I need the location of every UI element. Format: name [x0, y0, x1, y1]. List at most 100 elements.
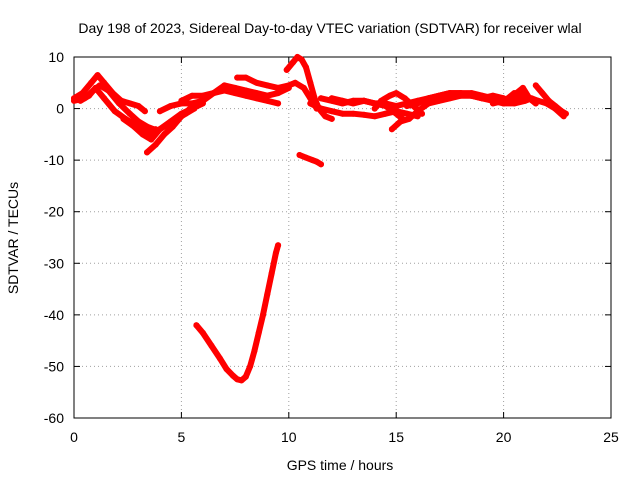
- data-point: [290, 59, 297, 66]
- data-point: [131, 123, 138, 130]
- series-trace: [283, 54, 335, 122]
- series-trace: [234, 74, 320, 112]
- data-point: [161, 131, 168, 138]
- data-point: [217, 355, 224, 362]
- data-point: [210, 90, 217, 97]
- data-point: [251, 348, 258, 354]
- data-point: [126, 100, 133, 107]
- data-point: [339, 110, 346, 117]
- data-point: [101, 95, 108, 102]
- data-point: [318, 105, 324, 112]
- plot-frame: [73, 56, 612, 419]
- data-point: [532, 82, 539, 89]
- data-point: [255, 329, 262, 336]
- data-point: [397, 118, 404, 125]
- data-point: [393, 90, 400, 97]
- data-point: [545, 97, 552, 104]
- data-point: [292, 79, 299, 86]
- data-point: [479, 92, 486, 99]
- data-point: [500, 100, 507, 107]
- data-point: [178, 97, 185, 104]
- y-tick-label: -60: [44, 410, 64, 426]
- data-point: [403, 110, 410, 117]
- data-point: [221, 87, 228, 94]
- data-point: [221, 82, 228, 89]
- x-tick-label: 0: [70, 429, 78, 445]
- data-point: [519, 84, 526, 91]
- series-arc-9: [234, 74, 320, 112]
- x-axis-label: GPS time / hours: [287, 457, 394, 473]
- series-arc-11: [296, 152, 324, 168]
- data-point: [386, 92, 393, 99]
- data-point: [77, 97, 84, 104]
- data-point: [232, 84, 239, 91]
- data-point: [189, 100, 196, 107]
- data-point: [446, 90, 453, 97]
- data-point: [242, 74, 249, 81]
- data-series: [71, 54, 569, 384]
- data-point: [139, 131, 146, 138]
- data-point: [264, 82, 271, 89]
- data-point: [253, 90, 260, 97]
- x-tick-label: 25: [603, 429, 619, 445]
- data-point: [156, 126, 163, 133]
- y-tick-label: 10: [48, 49, 64, 65]
- data-point: [275, 90, 282, 97]
- data-point: [182, 110, 189, 117]
- data-point: [322, 113, 329, 120]
- data-point: [401, 95, 408, 102]
- data-point: [275, 84, 282, 91]
- data-point: [126, 110, 133, 117]
- data-point: [393, 103, 400, 109]
- data-point: [318, 161, 324, 168]
- data-point: [296, 152, 303, 158]
- data-point: [489, 95, 496, 102]
- data-point: [457, 90, 464, 97]
- data-point: [189, 92, 196, 99]
- data-point: [303, 154, 309, 161]
- y-tick-label: -20: [44, 204, 64, 220]
- data-point: [199, 92, 206, 99]
- data-point: [311, 95, 318, 102]
- series-trace: [77, 84, 159, 135]
- data-point: [307, 79, 314, 86]
- data-point: [283, 66, 290, 73]
- data-point: [436, 92, 443, 99]
- data-point: [328, 95, 335, 102]
- y-tick-label: -10: [44, 152, 64, 168]
- data-point: [294, 54, 301, 60]
- data-point: [539, 90, 546, 97]
- data-point: [253, 95, 260, 102]
- data-point: [105, 87, 112, 94]
- data-point: [511, 90, 518, 97]
- data-point: [388, 126, 395, 133]
- data-point: [350, 110, 357, 117]
- data-point: [111, 108, 118, 115]
- data-point: [403, 103, 410, 109]
- data-point: [307, 100, 314, 107]
- series-arc-22: [504, 90, 539, 107]
- data-point: [94, 72, 101, 79]
- data-point: [562, 110, 569, 117]
- data-point: [425, 95, 432, 102]
- data-point: [230, 372, 236, 379]
- data-point: [382, 110, 389, 117]
- data-point: [268, 270, 275, 277]
- data-point: [361, 97, 367, 104]
- data-point: [371, 105, 378, 112]
- data-point: [275, 100, 282, 107]
- data-point: [264, 291, 271, 298]
- data-point: [174, 115, 181, 122]
- data-point: [247, 363, 254, 370]
- data-point: [199, 329, 206, 336]
- data-point: [328, 108, 335, 115]
- x-tick-label: 10: [281, 429, 297, 445]
- data-point: [242, 87, 249, 94]
- y-tick-label: -30: [44, 255, 64, 271]
- data-point: [406, 115, 413, 122]
- data-point: [234, 74, 241, 81]
- series-arc-12: [193, 242, 282, 384]
- data-point: [120, 115, 127, 122]
- chart-title: Day 198 of 2023, Sidereal Day-to-day VTE…: [78, 20, 581, 36]
- data-point: [414, 100, 421, 107]
